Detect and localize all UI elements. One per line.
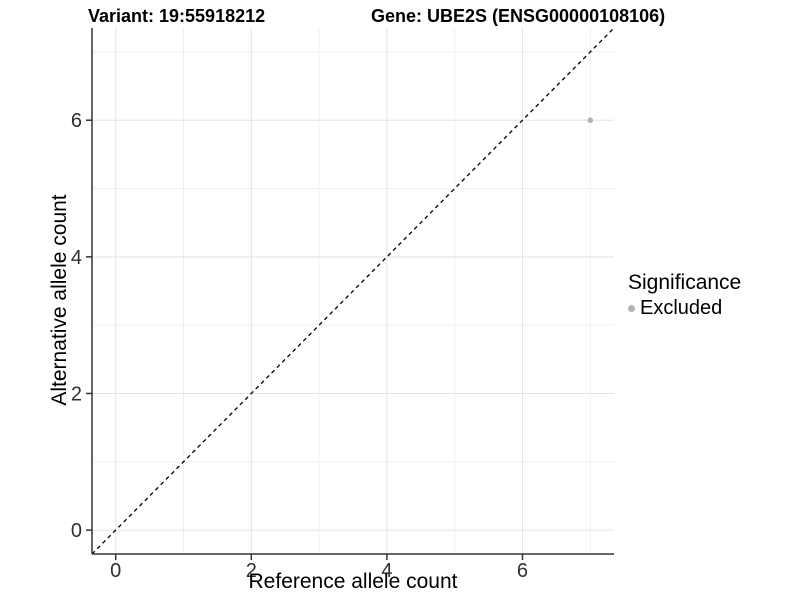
excluded-point-icon xyxy=(628,305,635,313)
x-tick-label: 2 xyxy=(246,560,257,582)
identity-dashed-line xyxy=(91,27,615,555)
legend-title: Significance xyxy=(628,271,742,294)
variant-title: Variant: 19:55918212 xyxy=(88,6,266,26)
x-tick-label: 6 xyxy=(517,560,528,582)
legend-item-label: Excluded xyxy=(640,297,723,320)
gene-title: Gene: UBE2S (ENSG00000108106) xyxy=(371,6,666,26)
y-tick-label: 6 xyxy=(71,110,82,132)
data-point xyxy=(587,117,594,124)
y-axis-title: Alternative allele count xyxy=(48,194,71,406)
y-tick-label: 2 xyxy=(71,383,82,405)
y-tick-label: 0 xyxy=(71,520,82,542)
x-tick-label: 0 xyxy=(110,560,121,582)
legend-item-excluded: Excluded xyxy=(628,297,741,320)
legend: Significance Excluded xyxy=(628,271,741,320)
x-tick-label: 4 xyxy=(381,560,392,582)
x-axis-title: Reference allele count xyxy=(248,570,458,593)
y-tick-label: 4 xyxy=(71,247,82,269)
